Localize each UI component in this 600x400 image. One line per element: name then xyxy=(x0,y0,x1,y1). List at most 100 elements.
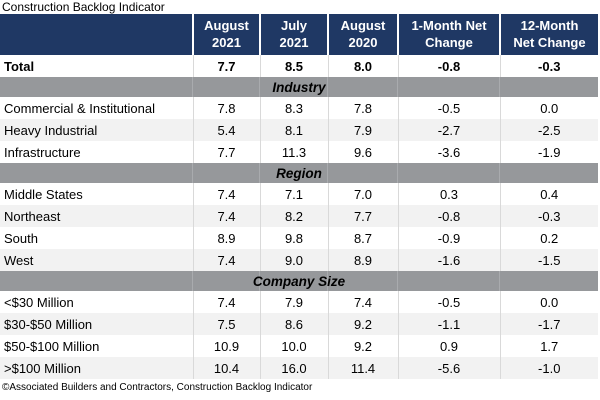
cell-value: -2.5 xyxy=(499,119,598,141)
cell-value: 8.0 xyxy=(327,55,398,77)
cell-value: 7.9 xyxy=(259,291,328,313)
cell-value: 7.0 xyxy=(327,183,398,205)
section-band-label: Company Size xyxy=(0,271,598,291)
page-title: Construction Backlog Indicator xyxy=(2,0,165,14)
column-header-line2: 2020 xyxy=(348,34,378,50)
data-row: <$30 Million 7.4 7.9 7.4 -0.5 0.0 xyxy=(0,291,598,313)
data-row: $30-$50 Million 7.5 8.6 9.2 -1.1 -1.7 xyxy=(0,313,598,335)
row-label: <$30 Million xyxy=(4,294,74,310)
cell-value: -1.5 xyxy=(499,249,598,271)
cell-value: -1.1 xyxy=(397,313,500,335)
row-label: Middle States xyxy=(4,186,83,202)
data-row: Heavy Industrial 5.4 8.1 7.9 -2.7 -2.5 xyxy=(0,119,598,141)
cell-value: -0.3 xyxy=(499,205,598,227)
column-header-line2: 2021 xyxy=(279,34,309,50)
cell-value: -1.6 xyxy=(397,249,500,271)
cell-value: -1.7 xyxy=(499,313,598,335)
cell-value: 9.2 xyxy=(327,335,398,357)
cell-value: 7.7 xyxy=(192,55,260,77)
cell-value: 7.5 xyxy=(192,313,260,335)
cell-value: 0.3 xyxy=(397,183,500,205)
cell-value: -5.6 xyxy=(397,357,500,379)
backlog-table: August 2021 July 2021 August 2020 1-Month Net C… xyxy=(0,14,598,379)
row-label: South xyxy=(4,230,38,246)
cell-value: 7.4 xyxy=(192,183,260,205)
cell-value: -0.8 xyxy=(397,55,500,77)
cell-value: 7.9 xyxy=(327,119,398,141)
data-row: >$100 Million 10.4 16.0 11.4 -5.6 -1.0 xyxy=(0,357,598,379)
data-row: Infrastructure 7.7 11.3 9.6 -3.6 -1.9 xyxy=(0,141,598,163)
column-header: 1-Month Net Change xyxy=(397,14,500,55)
cell-value: 8.7 xyxy=(327,227,398,249)
source-attribution: ©Associated Builders and Contractors, Co… xyxy=(2,382,313,393)
section-band-label: Industry xyxy=(0,77,598,97)
column-header-line1: August xyxy=(204,17,249,33)
cell-value: 16.0 xyxy=(259,357,328,379)
data-row: Middle States 7.4 7.1 7.0 0.3 0.4 xyxy=(0,183,598,205)
cell-value: 8.5 xyxy=(259,55,328,77)
row-label: Heavy Industrial xyxy=(0,119,193,141)
column-header-line1: 1-Month Net xyxy=(411,17,487,33)
table-body: Total 7.7 8.5 8.0 -0.8 -0.3 Industry Commercial… xyxy=(0,55,598,379)
cell-value: -3.6 xyxy=(397,141,500,163)
cell-value: 7.7 xyxy=(192,141,260,163)
cell-value: -0.3 xyxy=(499,55,598,77)
cell-value: 10.0 xyxy=(259,335,328,357)
column-header: July 2021 xyxy=(259,14,328,55)
row-label: West xyxy=(0,249,193,271)
row-label: Commercial & Institutional xyxy=(4,100,155,116)
cell-value: 7.4 xyxy=(192,249,260,271)
column-header: 12-Month Net Change xyxy=(499,14,598,55)
cell-value: -0.8 xyxy=(397,205,500,227)
cell-value: 9.2 xyxy=(327,313,398,335)
data-row: Commercial & Institutional 7.8 8.3 7.8 -0.5 0… xyxy=(0,97,598,119)
column-header-line1: July xyxy=(280,17,307,33)
data-row: $50-$100 Million 10.9 10.0 9.2 0.9 1.7 xyxy=(0,335,598,357)
cell-value: -1.9 xyxy=(499,141,598,163)
column-header-line2: Net Change xyxy=(513,34,586,50)
data-row: Northeast 7.4 8.2 7.7 -0.8 -0.3 xyxy=(0,205,598,227)
cell-value: 0.0 xyxy=(499,291,598,313)
column-header: August 2020 xyxy=(327,14,398,55)
cell-value: 9.8 xyxy=(259,227,328,249)
cell-value: 8.3 xyxy=(259,97,328,119)
column-header xyxy=(0,14,193,55)
cell-value: 9.6 xyxy=(327,141,398,163)
cell-value: 7.4 xyxy=(327,291,398,313)
cell-value: 0.2 xyxy=(499,227,598,249)
cell-value: 7.4 xyxy=(192,291,260,313)
cell-value: 10.4 xyxy=(192,357,260,379)
row-label: >$100 Million xyxy=(0,357,193,379)
header-row: August 2021 July 2021 August 2020 1-Month Net C… xyxy=(0,14,598,55)
cell-value: -0.5 xyxy=(397,97,500,119)
cell-value: 8.6 xyxy=(259,313,328,335)
data-row: South 8.9 9.8 8.7 -0.9 0.2 xyxy=(0,227,598,249)
cell-value: -1.0 xyxy=(499,357,598,379)
column-header-line2: 2021 xyxy=(212,34,241,50)
cell-value: 11.4 xyxy=(327,357,398,379)
row-label: $50-$100 Million xyxy=(4,338,100,354)
column-header-line1: August xyxy=(340,17,386,33)
section-band: Region xyxy=(0,163,598,183)
row-label: Northeast xyxy=(0,205,193,227)
section-band: Company Size xyxy=(0,271,598,291)
cell-value: 7.8 xyxy=(192,97,260,119)
cell-value: 0.0 xyxy=(499,97,598,119)
column-header-line1: 12-Month xyxy=(520,17,579,33)
cell-value: 9.0 xyxy=(259,249,328,271)
data-row: West 7.4 9.0 8.9 -1.6 -1.5 xyxy=(0,249,598,271)
cell-value: 7.8 xyxy=(327,97,398,119)
cell-value: 7.7 xyxy=(327,205,398,227)
cell-value: 8.2 xyxy=(259,205,328,227)
cell-value: 5.4 xyxy=(192,119,260,141)
row-label: Infrastructure xyxy=(4,144,81,160)
cell-value: 1.7 xyxy=(499,335,598,357)
cell-value: 8.9 xyxy=(327,249,398,271)
cell-value: 10.9 xyxy=(192,335,260,357)
section-band: Industry xyxy=(0,77,598,97)
total-row: Total 7.7 8.5 8.0 -0.8 -0.3 xyxy=(0,55,598,77)
cell-value: -0.9 xyxy=(397,227,500,249)
cell-value: 8.9 xyxy=(192,227,260,249)
cell-value: 0.4 xyxy=(499,183,598,205)
cell-value: 8.1 xyxy=(259,119,328,141)
